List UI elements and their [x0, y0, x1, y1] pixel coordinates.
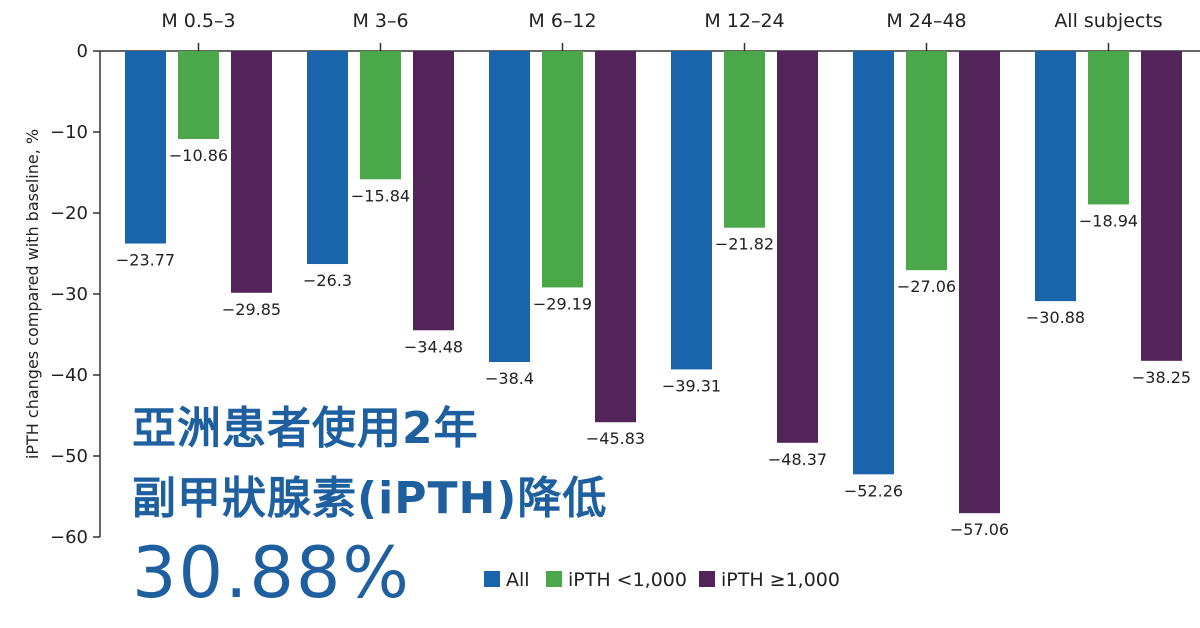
data-label: −52.26 [844, 481, 903, 500]
y-tick-label: −20 [50, 203, 88, 224]
headline-line-2: 副甲狀腺素(iPTH)降低 [132, 473, 608, 524]
data-label: −10.86 [169, 146, 228, 165]
y-tick-label: −60 [50, 527, 88, 548]
headline-percentage: 30.88% [132, 532, 411, 614]
bar [671, 51, 712, 370]
headline-line-1: 亞洲患者使用2年 [132, 403, 479, 454]
legend-swatch [699, 571, 715, 587]
bar [595, 51, 636, 423]
data-label: −48.37 [768, 450, 827, 469]
legend-entry: iPTH <1,000 [568, 569, 687, 591]
y-tick-label: −40 [50, 365, 88, 386]
legend-entry: iPTH ≥1,000 [721, 569, 840, 591]
bar [231, 51, 272, 293]
bar [1035, 51, 1076, 302]
bar [489, 51, 530, 363]
legend-swatch [546, 571, 562, 587]
bar [125, 51, 166, 244]
bar [853, 51, 894, 475]
bar [178, 51, 219, 139]
data-label: −15.84 [351, 186, 410, 205]
data-label: −21.82 [715, 235, 774, 254]
bar [777, 51, 818, 443]
legend-entry: All [506, 569, 530, 591]
category-label: M 24–48 [886, 10, 966, 32]
data-label: −27.06 [897, 277, 956, 296]
bar [413, 51, 454, 331]
bar [906, 51, 947, 271]
y-tick-label: −10 [50, 122, 88, 143]
data-label: −26.3 [303, 271, 352, 290]
data-label: −57.06 [950, 520, 1009, 539]
bar [1141, 51, 1182, 361]
bar [1088, 51, 1129, 205]
category-label: All subjects [1054, 10, 1162, 32]
data-label: −29.19 [533, 294, 592, 313]
y-axis-title: iPTH changes compared with baseline, % [23, 129, 42, 459]
data-label: −34.48 [404, 337, 463, 356]
data-label: −30.88 [1026, 308, 1085, 327]
y-tick-label: −30 [50, 284, 88, 305]
data-label: −38.25 [1132, 368, 1191, 387]
data-label: −23.77 [116, 251, 175, 270]
bar [959, 51, 1000, 514]
data-label: −45.83 [586, 429, 645, 448]
legend-swatch [484, 571, 500, 587]
data-label: −39.31 [662, 376, 721, 395]
category-label: M 3–6 [352, 10, 408, 32]
bar [542, 51, 583, 288]
y-tick-label: 0 [77, 41, 88, 62]
category-label: M 6–12 [528, 10, 596, 32]
bar [360, 51, 401, 180]
data-label: −38.4 [485, 369, 534, 388]
bar [724, 51, 765, 228]
category-label: M 0.5–3 [161, 10, 235, 32]
bar [307, 51, 348, 265]
y-tick-label: −50 [50, 446, 88, 467]
category-label: M 12–24 [704, 10, 784, 32]
data-label: −18.94 [1079, 211, 1138, 230]
data-label: −29.85 [222, 300, 281, 319]
